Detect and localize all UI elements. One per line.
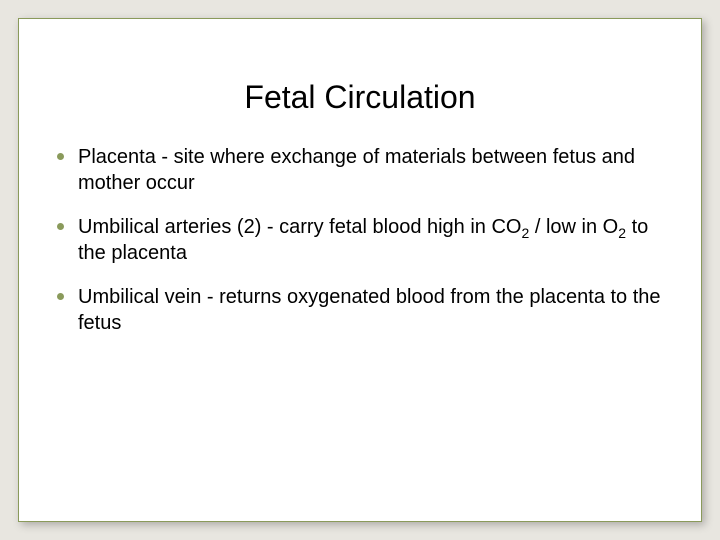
list-item: Umbilical vein - returns oxygenated bloo… <box>57 284 671 336</box>
bullet-content: Umbilical vein - returns oxygenated bloo… <box>78 286 661 334</box>
list-item: Placenta - site where exchange of materi… <box>57 144 671 196</box>
bullet-content: Placenta - site where exchange of materi… <box>78 146 635 194</box>
list-item: Umbilical arteries (2) - carry fetal blo… <box>57 214 671 266</box>
bullet-text-1: Placenta - site where exchange of materi… <box>78 144 671 196</box>
bullet-text-3: Umbilical vein - returns oxygenated bloo… <box>78 284 671 336</box>
bullet-content: / low in O <box>529 216 618 238</box>
bullet-icon <box>57 223 64 230</box>
bullet-text-2: Umbilical arteries (2) - carry fetal blo… <box>78 214 671 266</box>
subscript: 2 <box>618 225 626 241</box>
slide-card: Fetal Circulation Placenta - site where … <box>18 18 702 522</box>
slide-title: Fetal Circulation <box>19 79 701 116</box>
bullet-icon <box>57 293 64 300</box>
bullet-icon <box>57 153 64 160</box>
bullet-list: Placenta - site where exchange of materi… <box>19 144 701 336</box>
bullet-content: Umbilical arteries (2) - carry fetal blo… <box>78 216 522 238</box>
